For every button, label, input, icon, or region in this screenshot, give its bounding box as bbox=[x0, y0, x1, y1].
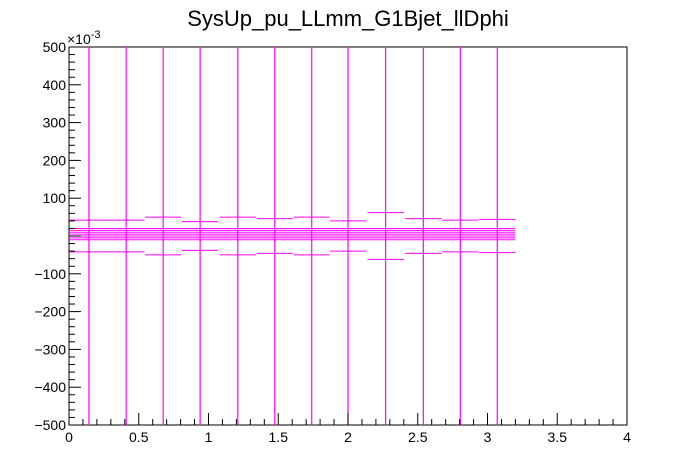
x-tick-label: 2 bbox=[344, 429, 352, 445]
y-tick-label: 100 bbox=[43, 190, 67, 206]
x-tick-label: 2.5 bbox=[408, 429, 428, 445]
y-exponent-label: ×10-3 bbox=[67, 29, 101, 47]
y-tick-label: −300 bbox=[34, 341, 66, 357]
y-tick-label: 200 bbox=[43, 152, 67, 168]
x-tick-label: 1 bbox=[205, 429, 213, 445]
y-exponent-power: -3 bbox=[91, 29, 101, 41]
y-tick-label: −500 bbox=[34, 417, 66, 433]
axis-layer: 0 0.5 1 1.5 2 2.5 3 3.5 4 −500 −400 −300 −200 −100 100… bbox=[34, 39, 631, 445]
x-tick-label: 3.5 bbox=[548, 429, 568, 445]
y-tick-label: 300 bbox=[43, 115, 67, 131]
y-tick-label: 500 bbox=[43, 39, 67, 55]
data-layer bbox=[69, 47, 516, 425]
x-tick-label: 0 bbox=[65, 429, 73, 445]
y-exponent-base: ×10 bbox=[67, 31, 91, 47]
x-tick-label: 1.5 bbox=[269, 429, 289, 445]
y-tick-label: −400 bbox=[34, 379, 66, 395]
y-tick-label: −200 bbox=[34, 304, 66, 320]
x-tick-label: 3 bbox=[484, 429, 492, 445]
x-tick-label: 0.5 bbox=[129, 429, 149, 445]
y-tick-label: −100 bbox=[34, 266, 66, 282]
x-tick-label: 4 bbox=[623, 429, 631, 445]
y-tick-label: 400 bbox=[43, 77, 67, 93]
chart-title: SysUp_pu_LLmm_G1Bjet_llDphi bbox=[187, 6, 509, 31]
